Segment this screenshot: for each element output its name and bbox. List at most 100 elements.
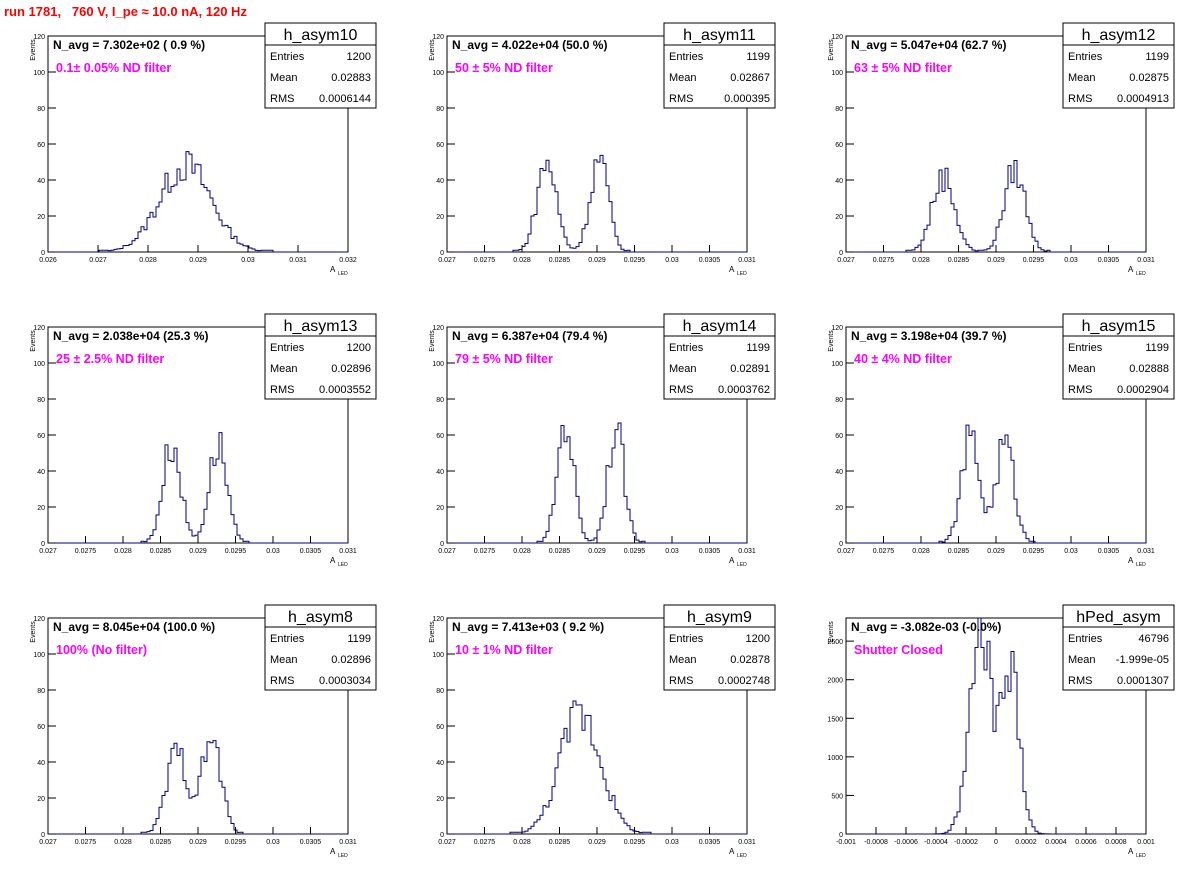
- x-tick-label: 0.028: [912, 548, 930, 555]
- stats-value: 0.0003552: [319, 384, 371, 396]
- y-tick-label: 40: [835, 469, 843, 476]
- y-tick-label: 120: [831, 325, 843, 332]
- stats-box: [264, 313, 377, 400]
- x-tick-label: 0.03: [665, 257, 679, 264]
- histogram-title: h_asym12: [1082, 27, 1156, 44]
- x-tick-label: 0.0295: [225, 839, 247, 846]
- stats-label: RMS: [669, 384, 693, 396]
- y-tick-label: 120: [432, 325, 444, 332]
- filter-annotation: 25 ± 2.5% ND filter: [56, 352, 164, 366]
- stats-value: 0.02867: [730, 72, 770, 84]
- stats-label: RMS: [1068, 384, 1092, 396]
- y-tick-label: 100: [33, 361, 45, 368]
- x-tick-label: 0.03: [1064, 257, 1078, 264]
- x-axis-label-subscript: LED: [737, 562, 747, 568]
- y-tick-label: 20: [37, 214, 45, 221]
- stats-label: RMS: [1068, 93, 1092, 105]
- y-tick-label: 120: [33, 325, 45, 332]
- y-tick-label: 120: [432, 34, 444, 41]
- x-tick-label: 0.03: [665, 548, 679, 555]
- histogram-panel-h_asym15: 0 20 40 60 80 100 120 0.027 0.0275 0.028 0.0285 0.0…: [828, 313, 1175, 568]
- stats-value: 1200: [347, 51, 371, 63]
- y-tick-label: 1500: [827, 716, 843, 723]
- histogram-title: h_asym10: [284, 27, 358, 44]
- x-axis-label-subscript: LED: [737, 271, 747, 277]
- y-tick-label: 20: [436, 214, 444, 221]
- x-tick-label: 0.029: [189, 257, 207, 264]
- x-tick-label: -0.0008: [864, 839, 888, 846]
- x-tick-label: 0.0285: [549, 839, 571, 846]
- filter-annotation: 40 ± 4% ND filter: [854, 352, 952, 366]
- x-tick-label: 0.031: [339, 839, 357, 846]
- y-tick-label: 60: [37, 433, 45, 440]
- y-tick-label: 40: [436, 760, 444, 767]
- x-axis-label-subscript: LED: [338, 853, 348, 859]
- y-tick-label: 500: [831, 793, 843, 800]
- y-tick-label: 80: [835, 106, 843, 113]
- x-tick-label: 0.0305: [699, 839, 721, 846]
- x-tick-label: 0.0285: [150, 839, 172, 846]
- y-tick-label: 40: [37, 469, 45, 476]
- y-tick-label: 60: [37, 724, 45, 731]
- x-tick-label: 0.0275: [474, 839, 496, 846]
- x-tick-label: 0.0006: [1075, 839, 1097, 846]
- x-tick-label: 0.0285: [549, 548, 571, 555]
- x-tick-label: 0.0305: [699, 257, 721, 264]
- x-tick-label: 0.0305: [1098, 548, 1120, 555]
- x-tick-label: 0.001: [1137, 839, 1155, 846]
- x-axis-label: A: [330, 265, 336, 274]
- x-tick-label: 0.028: [114, 839, 132, 846]
- x-tick-label: 0.03: [1064, 548, 1078, 555]
- stats-box: [264, 604, 377, 691]
- x-tick-label: 0.029: [588, 257, 606, 264]
- stats-value: 1199: [1145, 51, 1169, 63]
- histogram-title: hPed_asym: [1076, 609, 1161, 626]
- stats-value: 0.02875: [1129, 72, 1169, 84]
- x-tick-label: -0.0004: [924, 839, 948, 846]
- stats-value: -1.999e-05: [1116, 654, 1169, 666]
- y-tick-label: 0: [41, 541, 45, 548]
- y-tick-label: 120: [33, 616, 45, 623]
- x-tick-label: 0.0285: [948, 548, 970, 555]
- stats-value: 0.0003034: [319, 675, 371, 687]
- y-tick-label: 120: [432, 616, 444, 623]
- x-axis-label-subscript: LED: [338, 562, 348, 568]
- histogram-series: [846, 159, 1146, 253]
- y-tick-label: 120: [831, 34, 843, 41]
- x-tick-label: 0.0305: [699, 548, 721, 555]
- y-tick-label: 40: [37, 760, 45, 767]
- y-tick-label: 0: [41, 250, 45, 257]
- x-tick-label: 0.0285: [549, 257, 571, 264]
- x-tick-label: 0.029: [588, 839, 606, 846]
- stats-value: 0.0002904: [1117, 384, 1169, 396]
- stats-value: 0.0002748: [718, 675, 770, 687]
- y-axis-label: Events: [828, 330, 835, 352]
- x-tick-label: 0.0295: [624, 548, 646, 555]
- stats-box: [663, 604, 776, 691]
- stats-label: Mean: [669, 363, 697, 375]
- y-tick-label: 80: [436, 106, 444, 113]
- x-tick-label: 0.0275: [75, 548, 97, 555]
- x-tick-label: 0.0285: [948, 257, 970, 264]
- y-tick-label: 0: [440, 541, 444, 548]
- y-tick-label: 100: [33, 70, 45, 77]
- histogram-title: h_asym13: [284, 318, 358, 335]
- x-tick-label: 0.0275: [75, 839, 97, 846]
- y-tick-label: 0: [440, 250, 444, 257]
- y-tick-label: 80: [37, 688, 45, 695]
- stats-label: Mean: [669, 654, 697, 666]
- x-tick-label: 0.028: [114, 548, 132, 555]
- x-axis-label: A: [1128, 556, 1134, 565]
- y-tick-label: 20: [436, 796, 444, 803]
- navg-label: N_avg = 2.038e+04 (25.3 %): [53, 329, 208, 343]
- x-tick-label: -0.001: [836, 839, 856, 846]
- navg-label: N_avg = 8.045e+04 (100.0 %): [53, 620, 215, 634]
- y-tick-label: 20: [835, 505, 843, 512]
- x-axis-label-subscript: LED: [1136, 562, 1146, 568]
- x-tick-label: 0.031: [738, 548, 756, 555]
- navg-label: N_avg = -3.082e-03 (-0.0%): [851, 620, 1001, 634]
- filter-annotation: 50 ± 5% ND filter: [455, 61, 553, 75]
- y-axis-label: Events: [429, 39, 436, 61]
- y-tick-label: 100: [831, 70, 843, 77]
